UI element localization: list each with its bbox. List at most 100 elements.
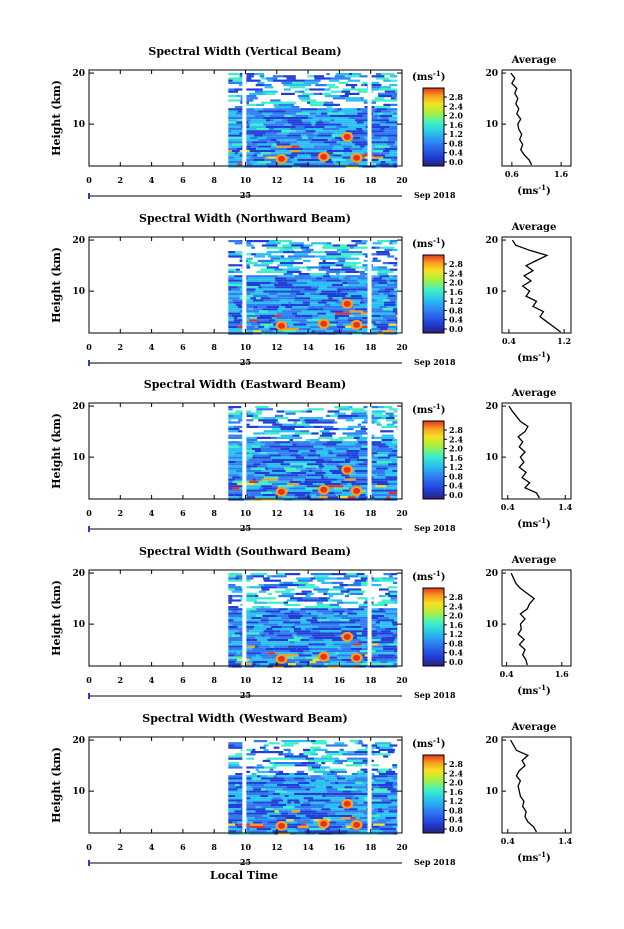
hotspot-core bbox=[344, 801, 351, 807]
heatmap-cell bbox=[277, 758, 290, 760]
heatmap-cell bbox=[388, 454, 397, 456]
x-tick-label: 0 bbox=[86, 675, 92, 685]
heatmap-cell bbox=[346, 84, 357, 86]
heatmap-cell bbox=[285, 755, 294, 757]
heatmap-cell bbox=[286, 117, 298, 119]
heatmap-cell bbox=[338, 648, 341, 650]
heatmap-cell bbox=[274, 108, 283, 110]
heatmap-cell bbox=[372, 791, 380, 793]
heatmap-cell bbox=[348, 117, 359, 119]
heatmap-cell bbox=[280, 630, 283, 632]
heatmap-cell bbox=[387, 277, 398, 279]
x-tick-label: 10 bbox=[240, 342, 252, 352]
heatmap-cell bbox=[337, 454, 351, 456]
heatmap-cell bbox=[330, 799, 344, 801]
heatmap-cell bbox=[251, 143, 258, 145]
heatmap-cell bbox=[319, 93, 322, 95]
heatmap-cell bbox=[228, 780, 243, 782]
heatmap-cell bbox=[325, 760, 335, 762]
heatmap-cell bbox=[287, 599, 298, 601]
heatmap-cell bbox=[294, 630, 311, 632]
heatmap-cell bbox=[340, 293, 348, 295]
heatmap-cell bbox=[272, 483, 287, 485]
colorbar-unit: (ms-1) bbox=[412, 236, 445, 250]
heatmap-cell bbox=[259, 646, 270, 648]
average-x-label: (ms-1) bbox=[517, 516, 550, 530]
hotspot-core bbox=[278, 823, 285, 829]
heatmap-cell bbox=[348, 496, 356, 498]
heatmap-cell bbox=[228, 306, 238, 308]
heatmap-cell bbox=[260, 328, 270, 330]
heatmap-cell bbox=[298, 132, 314, 134]
heatmap-cell bbox=[228, 632, 234, 634]
heatmap-cell bbox=[346, 99, 358, 101]
heatmap-cell bbox=[237, 821, 243, 823]
heatmap-cell bbox=[319, 597, 327, 599]
heatmap-cell bbox=[342, 266, 352, 268]
heatmap-cell bbox=[274, 104, 279, 106]
heatmap-cell bbox=[235, 128, 243, 130]
heatmap-cell bbox=[269, 319, 276, 321]
heatmap-cell bbox=[373, 775, 388, 777]
heatmap-cell bbox=[269, 446, 283, 448]
heatmap-cell bbox=[291, 472, 306, 474]
heatmap-cell bbox=[228, 135, 241, 137]
heatmap-cell bbox=[248, 277, 265, 279]
heatmap-cell bbox=[342, 124, 350, 126]
heatmap-cell bbox=[254, 472, 269, 474]
heatmap-cell bbox=[392, 157, 397, 159]
heatmap-cell bbox=[295, 91, 300, 93]
heatmap-cell bbox=[268, 791, 275, 793]
heatmap-cell bbox=[228, 797, 233, 799]
heatmap-cell bbox=[327, 775, 336, 777]
heatmap-cell bbox=[293, 797, 304, 799]
heatmap-cell bbox=[392, 310, 397, 312]
heatmap-cell bbox=[249, 626, 254, 628]
heatmap-cell bbox=[292, 810, 301, 812]
heatmap-cell bbox=[384, 304, 396, 306]
heatmap-cell bbox=[336, 744, 348, 746]
heatmap-cell bbox=[228, 815, 244, 817]
heatmap-cell bbox=[247, 326, 255, 328]
heatmap-cell bbox=[303, 313, 318, 315]
heatmap-cell bbox=[295, 780, 306, 782]
hotspot-core bbox=[353, 488, 360, 494]
colorbar bbox=[423, 255, 444, 333]
heatmap-cell bbox=[336, 448, 349, 450]
heatmap-cell bbox=[274, 632, 279, 634]
date-day-label: 25 bbox=[240, 523, 251, 533]
heatmap-cell bbox=[342, 826, 346, 828]
heatmap-cell bbox=[288, 302, 291, 304]
heatmap-cell bbox=[261, 586, 277, 588]
heatmap-cell bbox=[328, 777, 336, 779]
heatmap-cell bbox=[376, 128, 381, 130]
heatmap-cell bbox=[266, 242, 281, 244]
heatmap-cell bbox=[303, 808, 312, 810]
heatmap-cell bbox=[365, 799, 382, 801]
chart-panel-3: Spectral Width (Eastward Beam)0 2 4 6 8 10 12 1… bbox=[50, 378, 573, 533]
colorbar-unit-sup: -1 bbox=[433, 569, 441, 578]
heatmap-cell bbox=[306, 584, 315, 586]
heatmap-cell bbox=[261, 326, 264, 328]
heatmap-cell bbox=[375, 421, 381, 423]
heatmap-cell bbox=[283, 84, 295, 86]
heatmap-cell bbox=[341, 253, 348, 255]
heatmap-cell bbox=[360, 302, 365, 304]
heatmap-cell bbox=[385, 128, 398, 130]
heatmap-cell bbox=[283, 621, 293, 623]
heatmap-cell bbox=[394, 330, 397, 332]
heatmap-cell bbox=[351, 413, 362, 415]
heatmap-cell bbox=[260, 654, 270, 656]
heatmap-cell bbox=[292, 319, 307, 321]
heatmap-cell bbox=[299, 328, 311, 330]
heatmap-cell bbox=[304, 419, 318, 421]
heatmap-cell bbox=[383, 755, 388, 757]
heatmap-cell bbox=[344, 264, 357, 266]
heatmap-cell bbox=[235, 753, 243, 755]
heatmap-cell bbox=[228, 448, 236, 450]
heatmap-cell bbox=[228, 485, 244, 487]
heatmap-cell bbox=[378, 654, 395, 656]
x-tick-label: 6 bbox=[180, 175, 186, 185]
heatmap-cell bbox=[303, 302, 311, 304]
heatmap-cell bbox=[307, 282, 315, 284]
